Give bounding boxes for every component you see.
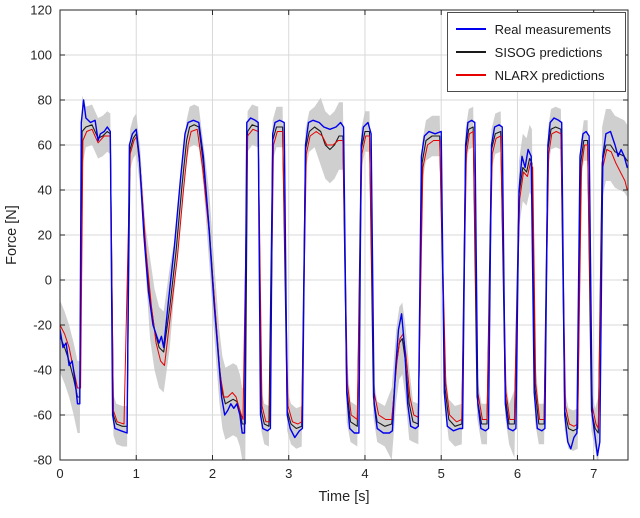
y-tick-label: 40 xyxy=(38,183,52,198)
y-tick-label: -40 xyxy=(33,363,52,378)
y-tick-label: 60 xyxy=(38,138,52,153)
legend-item-nlarx-predictions: NLARX predictions xyxy=(455,64,611,86)
y-tick-label: 0 xyxy=(45,273,52,288)
legend: Real measurements SISOG predictions NLAR… xyxy=(446,12,626,92)
legend-line-sample-sisog xyxy=(455,51,486,53)
y-tick-label: -20 xyxy=(33,318,52,333)
y-tick-label: -80 xyxy=(33,453,52,468)
y-tick-label: 100 xyxy=(30,48,52,63)
real-measurement-line xyxy=(60,99,628,457)
tick-marks xyxy=(59,9,628,461)
y-tick-label: 120 xyxy=(30,3,52,18)
legend-line-sample-real xyxy=(455,28,486,30)
x-tick-label: 4 xyxy=(361,466,368,481)
y-tick-label: -60 xyxy=(33,408,52,423)
x-tick-label: 3 xyxy=(285,466,292,481)
x-tick-label: 7 xyxy=(590,466,597,481)
nlarx-prediction-line xyxy=(60,128,628,429)
y-axis-label: Force [N] xyxy=(4,205,20,265)
legend-item-sisog-predictions: SISOG predictions xyxy=(455,41,611,63)
legend-line-sample-nlarx xyxy=(455,74,486,76)
x-tick-label: 6 xyxy=(514,466,521,481)
y-tick-label: 20 xyxy=(38,228,52,243)
x-tick-label: 1 xyxy=(133,466,140,481)
x-axis-label: Time [s] xyxy=(318,489,369,505)
x-tick-label: 5 xyxy=(438,466,445,481)
legend-label-sisog: SISOG predictions xyxy=(494,44,603,60)
x-tick-label: 0 xyxy=(56,466,63,481)
legend-label-real: Real measurements xyxy=(494,21,611,37)
x-tick-label: 2 xyxy=(209,466,216,481)
legend-label-nlarx: NLARX predictions xyxy=(494,67,605,83)
legend-item-real-measurements: Real measurements xyxy=(455,18,611,40)
tick-labels: 0 1 2 3 4 5 6 7 -80 -60 -40 -20 0 20 40 60 80 100 120 xyxy=(30,3,597,482)
y-tick-label: 80 xyxy=(38,93,52,108)
